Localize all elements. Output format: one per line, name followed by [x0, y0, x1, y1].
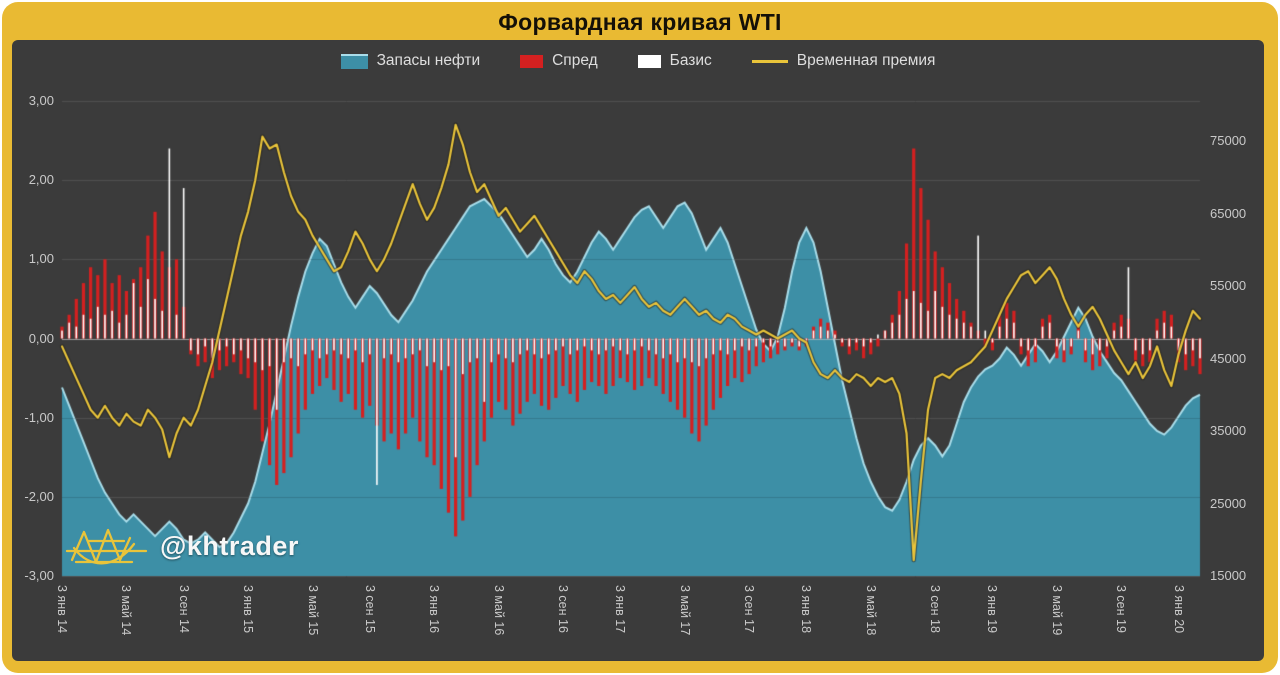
premium-swatch-icon — [751, 59, 788, 63]
y-axis-left-tick-label: 2,00 — [28, 172, 54, 188]
legend-item-premium: Временная премия — [751, 52, 936, 70]
watermark-text: @khtrader — [160, 530, 299, 561]
khtrader-logo-icon — [65, 528, 148, 565]
x-axis-tick-label: 3 май 17 — [677, 585, 692, 636]
legend-item-basis: Базис — [637, 52, 712, 70]
x-axis-tick-label: 3 май 18 — [863, 585, 878, 636]
y-axis-right-tick-label: 65000 — [1210, 205, 1247, 221]
legend-label-premium: Временная премия — [796, 52, 936, 69]
y-axis-left-tick-label: -1,00 — [24, 409, 54, 425]
y-axis-left-tick-label: 3,00 — [28, 93, 54, 108]
chart-panel: Запасы нефти Спред Базис Временная преми… — [12, 40, 1264, 661]
x-axis-tick-label: 3 янв 20 — [1171, 585, 1186, 634]
y-axis-left-tick-label: -2,00 — [24, 488, 54, 504]
legend-item-spread: Спред — [520, 52, 598, 70]
legend-label-spread: Спред — [552, 52, 598, 69]
x-axis-tick-label: 3 янв 15 — [241, 585, 256, 634]
x-axis-tick-label: 3 янв 17 — [613, 585, 628, 634]
legend: Запасы нефти Спред Базис Временная преми… — [12, 52, 1264, 70]
basis-swatch-icon — [637, 54, 661, 68]
y-axis-right-tick-label: 75000 — [1210, 133, 1247, 148]
x-axis-tick-label: 3 сен 18 — [928, 585, 943, 633]
x-axis-tick-label: 3 янв 16 — [427, 585, 442, 634]
y-axis-right-tick-label: 35000 — [1210, 423, 1247, 438]
x-axis-tick-label: 3 май 14 — [119, 585, 134, 636]
title-bar: Форвардная кривая WTI — [2, 2, 1278, 42]
y-axis-left-tick-label: 1,00 — [28, 251, 54, 267]
x-axis-tick-label: 3 сен 14 — [176, 585, 191, 633]
x-axis-tick-label: 3 сен 15 — [362, 585, 377, 633]
y-axis-right-tick-label: 25000 — [1210, 495, 1247, 511]
forward-curve-chart — [12, 40, 1264, 661]
x-axis-tick-label: 3 май 19 — [1049, 585, 1064, 636]
y-axis-left-tick-label: 0,00 — [28, 330, 54, 346]
x-axis-tick-label: 3 сен 16 — [556, 585, 570, 633]
y-axis-right-tick-label: 55000 — [1210, 278, 1247, 293]
x-axis-tick-label: 3 сен 19 — [1114, 585, 1129, 633]
spread-swatch-icon — [520, 54, 544, 68]
x-axis-tick-label: 3 янв 14 — [55, 585, 69, 634]
legend-item-inventories: Запасы нефти — [340, 52, 481, 70]
x-axis-tick-label: 3 май 16 — [491, 585, 506, 636]
x-axis-tick-label: 3 май 15 — [305, 585, 320, 636]
x-axis-tick-label: 3 сен 17 — [742, 585, 757, 633]
legend-label-inventories: Запасы нефти — [376, 52, 481, 69]
legend-label-basis: Базис — [669, 52, 712, 69]
x-axis-tick-label: 3 янв 18 — [799, 585, 814, 634]
page-title: Форвардная кривая WTI — [498, 8, 782, 35]
inventories-swatch-icon — [340, 53, 368, 69]
x-axis-tick-label: 3 янв 19 — [985, 585, 1000, 634]
y-axis-right-tick-label: 45000 — [1210, 350, 1247, 366]
y-axis-right-tick-label: 15000 — [1210, 568, 1247, 583]
y-axis-left-tick-label: -3,00 — [24, 568, 54, 583]
watermark: @khtrader — [64, 518, 299, 574]
